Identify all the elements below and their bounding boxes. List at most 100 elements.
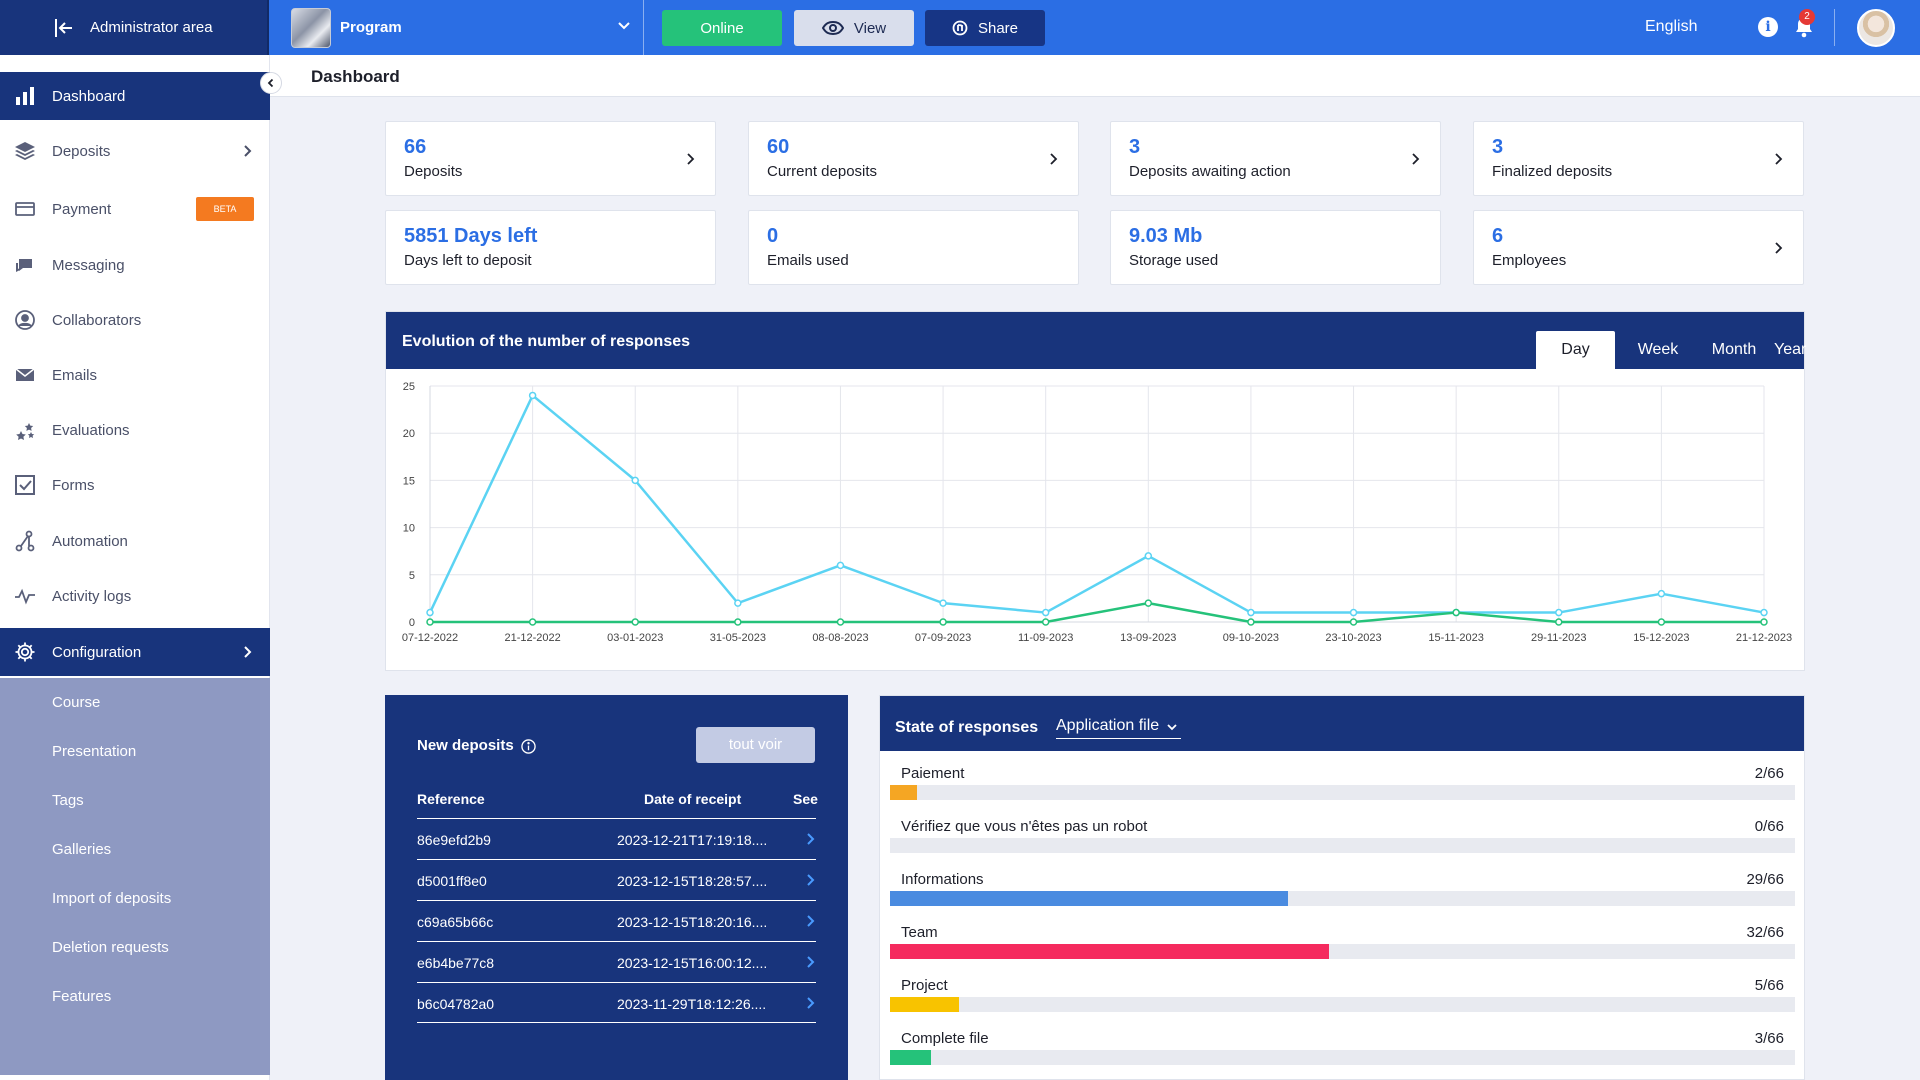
topbar-divider [1834,9,1835,46]
progress-track [890,838,1795,853]
data-point [426,608,434,617]
sidebar-item-emails[interactable]: Emails [0,351,270,399]
chevron-down-icon [1167,724,1177,731]
step-label: Informations [901,871,984,888]
chevron-right-icon[interactable] [805,914,817,928]
see-all-button[interactable]: tout voir [696,727,815,763]
submenu-item-deletion-requests[interactable]: Deletion requests [52,939,169,956]
sidebar-item-label: Configuration [52,643,142,661]
chevron-right-icon[interactable] [805,996,817,1010]
tab-year[interactable]: Year [1774,341,1807,358]
column-header-reference: Reference [417,791,485,807]
column-header-see: See [793,791,818,807]
bar-chart-icon [16,87,34,105]
chevron-right-icon [1412,153,1420,165]
step-count: 32/66 [1746,924,1784,941]
stat-card-deposits[interactable]: 66 Deposits [385,121,716,196]
line-chart: 0 5 10 15 20 25 07-12-2022 21-12-2022 03-01-2023… [402,381,1792,644]
view-button[interactable]: View [794,10,914,46]
tab-month[interactable]: Month [1711,341,1757,358]
page-title: Dashboard [311,67,400,86]
stat-card-current-deposits[interactable]: 60 Current deposits [748,121,1079,196]
stat-card-storage-used: 9.03 Mb Storage used [1110,210,1441,285]
progress-fill [890,891,1288,906]
program-selector[interactable]: Program [270,0,644,55]
online-button[interactable]: Online [662,10,782,46]
chevron-right-icon [1775,242,1783,254]
online-label: Online [700,19,744,37]
sidebar-item-forms[interactable]: Forms [0,461,270,509]
stat-card-days-left: 5851 Days left Days left to deposit [385,210,716,285]
table-row: c69a65b66c 2023-12-15T18:20:16.... [417,900,816,941]
new-deposits-card: New deposits tout voir Reference Date of… [385,695,848,1080]
step-label: Vérifiez que vous n'êtes pas un robot [901,818,1148,835]
submenu-item-features[interactable]: Features [52,988,112,1005]
table-row: d5001ff8e0 2023-12-15T18:28:57.... [417,859,816,900]
sidebar: Dashboard Deposits Payment BETA Messagin… [0,55,282,1080]
submenu-item-presentation[interactable]: Presentation [52,743,137,760]
deposit-date: 2023-12-15T18:20:16.... [617,914,768,930]
stat-card-finalized-deposits[interactable]: 3 Finalized deposits [1473,121,1804,196]
step-count: 0/66 [1754,818,1784,835]
form-selector[interactable]: Application file [1056,717,1182,739]
data-point [939,618,947,626]
sidebar-item-label: Evaluations [52,421,130,439]
language-selector[interactable]: English [1645,18,1698,35]
step-label: Team [901,924,938,941]
data-point [1760,608,1768,617]
tab-day[interactable]: Day [1536,331,1615,369]
info-icon[interactable]: i [1758,17,1778,37]
x-tick-label: 31-05-2023 [710,632,766,644]
step-count: 3/66 [1754,1030,1784,1047]
share-button[interactable]: Share [925,10,1045,46]
chevron-right-icon [1050,153,1058,165]
program-thumbnail [291,7,331,48]
submenu-item-galleries[interactable]: Galleries [52,841,112,858]
column-header-date: Date of receipt [644,791,742,807]
responses-chart-card: Evolution of the number of responses Day… [385,311,1807,671]
sidebar-item-payment[interactable]: Payment BETA [0,185,270,233]
stat-card-employees[interactable]: 6 Employees [1473,210,1804,285]
sidebar-item-messaging[interactable]: Messaging [0,241,270,289]
state-of-responses-header: State of responses Application file [880,696,1804,751]
deposit-date: 2023-12-21T17:19:18.... [617,832,768,848]
sidebar-item-evaluations[interactable]: Evaluations [0,406,270,454]
admin-area-link[interactable]: Administrator area [0,0,269,55]
sidebar-item-configuration[interactable]: Configuration [0,628,270,676]
data-point [1657,618,1666,626]
sidebar-item-deposits[interactable]: Deposits [0,127,270,175]
sidebar-item-automation[interactable]: Automation [0,517,270,565]
top-bar: Administrator area Program Online View S… [0,0,1920,55]
chart-header: Evolution of the number of responses Day… [386,312,1807,369]
data-point [939,599,947,607]
tab-week[interactable]: Week [1637,341,1679,358]
x-tick-label: 23-10-2023 [1325,632,1381,644]
stat-card-deposits-awaiting[interactable]: 3 Deposits awaiting action [1110,121,1441,196]
x-tick-label: 21-12-2022 [504,632,560,644]
x-tick-label: 03-01-2023 [607,632,663,644]
sidebar-item-collaborators[interactable]: Collaborators [0,296,270,344]
chevron-right-icon[interactable] [805,955,817,969]
user-avatar[interactable] [1857,9,1895,47]
submenu-item-import-of-deposits[interactable]: Import of deposits [52,890,172,907]
sidebar-item-label: Payment [52,200,112,218]
deposit-date: 2023-12-15T16:00:12.... [617,955,768,971]
chart-title: Evolution of the number of responses [402,333,691,350]
chevron-right-icon[interactable] [805,832,817,846]
submenu-item-tags[interactable]: Tags [52,792,84,809]
sidebar-item-dashboard[interactable]: Dashboard [0,72,270,120]
checkbox-icon [15,475,35,495]
chevron-right-icon[interactable] [805,873,817,887]
submenu-item-course[interactable]: Course [52,694,101,711]
x-tick-label: 13-09-2023 [1120,632,1176,644]
y-tick-label: 10 [403,523,415,535]
sidebar-item-label: Automation [52,532,128,550]
sidebar-item-activity-logs[interactable]: Activity logs [0,572,270,620]
data-point [528,618,537,626]
stat-value: 3 [1129,136,1141,158]
table-row: b6c04782a0 2023-11-29T18:12:26.... [417,982,816,1023]
stat-label: Deposits [404,163,463,180]
data-point [1555,618,1563,626]
sidebar-collapse-button[interactable] [260,72,282,94]
state-of-responses-card: State of responses Application file Paie… [879,695,1805,1080]
